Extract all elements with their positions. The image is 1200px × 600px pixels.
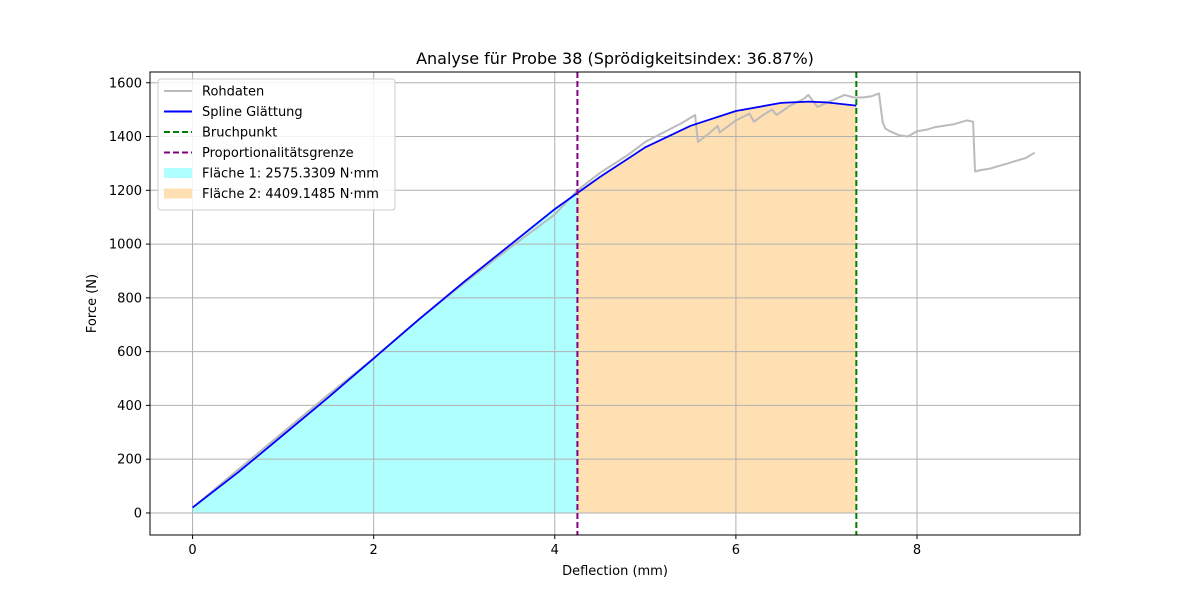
legend-label-raw: Rohdaten xyxy=(202,85,264,100)
series-raw xyxy=(191,92,1036,509)
y-axis-label: Force (N) xyxy=(85,274,100,333)
x-tick-label: 6 xyxy=(732,543,740,558)
y-tick-label: 800 xyxy=(117,291,142,306)
y-tick-label: 1600 xyxy=(109,76,142,91)
x-axis-label: Deflection (mm) xyxy=(562,564,668,579)
y-tick-label: 400 xyxy=(117,399,142,414)
legend-box xyxy=(157,78,396,211)
legend: Rohdaten Spline Glättung Bruchpunkt Proport… xyxy=(157,78,396,211)
x-tick-label: 2 xyxy=(370,543,378,558)
area-area2 xyxy=(577,101,857,513)
x-tick-label: 0 xyxy=(188,543,196,558)
legend-swatch-area2 xyxy=(164,188,192,199)
series-spline xyxy=(192,100,857,509)
y-tick-label: 600 xyxy=(117,345,142,360)
y-tick-label: 1000 xyxy=(109,238,142,253)
legend-label-proportional: Proportionalitätsgrenze xyxy=(202,146,354,161)
area-area1 xyxy=(192,193,578,513)
y-tick-label: 200 xyxy=(117,453,142,468)
legend-label-spline: Spline Glättung xyxy=(202,105,303,120)
legend-swatch-area1 xyxy=(164,168,192,178)
legend-label-area2: Fläche 2: 4409.1485 N·mm xyxy=(202,187,379,202)
y-tick-label: 1200 xyxy=(109,184,142,199)
y-tick-label: 0 xyxy=(134,506,142,521)
legend-label-break: Bruchpunkt xyxy=(202,126,277,141)
x-tick-label: 8 xyxy=(913,543,921,558)
x-tick-label: 4 xyxy=(551,543,559,558)
y-tick-label: 1400 xyxy=(109,130,142,145)
legend-label-area1: Fläche 1: 2575.3309 N·mm xyxy=(202,167,379,182)
chart-title: Analyse für Probe 38 (Sprödigkeitsindex:… xyxy=(416,49,814,68)
plot-frame xyxy=(149,71,1081,536)
